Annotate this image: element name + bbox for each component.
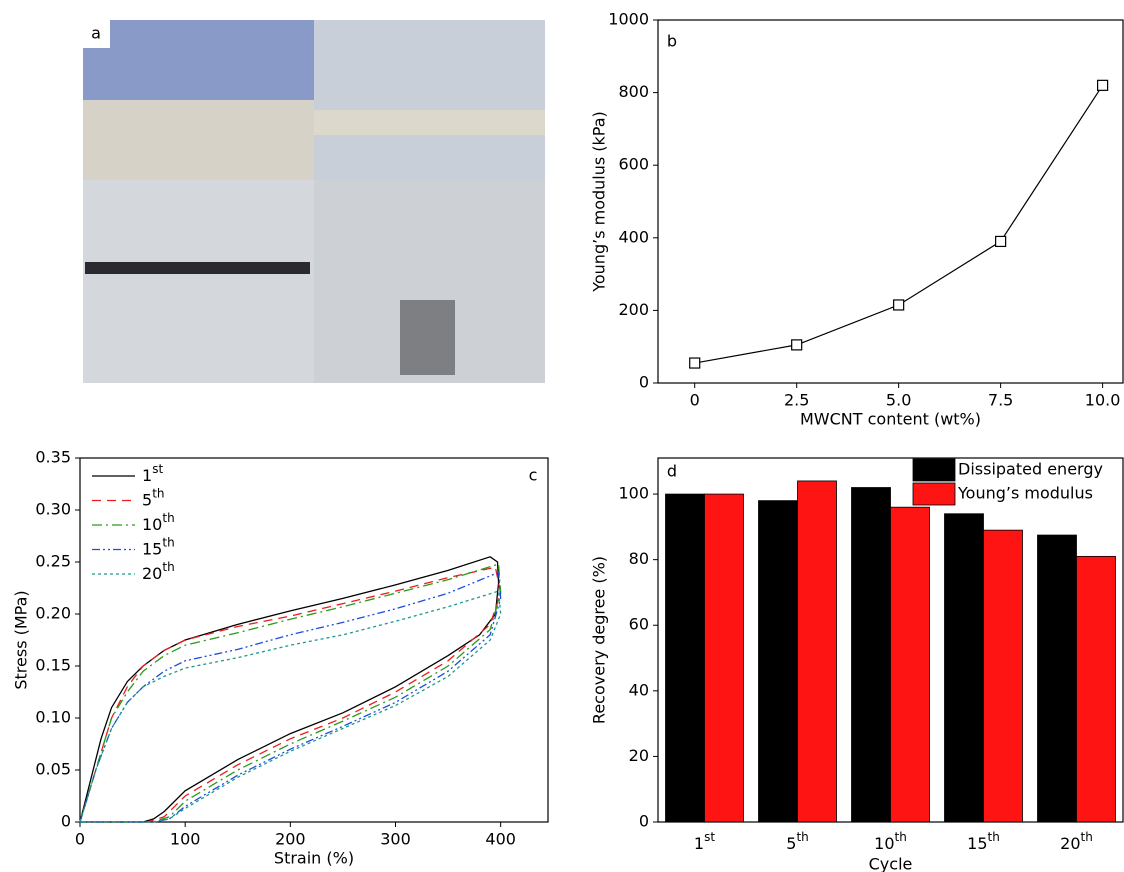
y-axis-label: Stress (MPa) <box>12 590 31 689</box>
legend-label: 1st <box>142 462 163 485</box>
y-tick-label: 600 <box>618 155 649 174</box>
x-axis-label: Strain (%) <box>274 849 354 868</box>
legend-label: 20th <box>142 560 175 583</box>
y-tick-label: 100 <box>618 484 649 503</box>
plot-frame <box>79 457 549 823</box>
x-tick-label: 200 <box>275 830 306 849</box>
photo <box>400 300 455 375</box>
x-tick-label: 100 <box>170 830 201 849</box>
bar <box>758 500 798 823</box>
marker <box>1097 79 1109 91</box>
y-tick-label: 0.15 <box>35 656 71 675</box>
y-tick-label: 0.10 <box>35 708 71 727</box>
legend-swatch <box>912 458 956 482</box>
y-tick-label: 0 <box>639 812 649 831</box>
legend-label: 5th <box>142 486 165 509</box>
x-tick-label: 2.5 <box>784 391 809 410</box>
photo <box>314 110 545 135</box>
data-line <box>79 566 502 823</box>
y-tick-label: 0 <box>639 373 649 392</box>
x-tick-label: 10.0 <box>1085 391 1121 410</box>
panel-label: b <box>667 32 677 51</box>
x-tick-label: 5.0 <box>886 391 911 410</box>
x-axis-label: MWCNT content (wt%) <box>800 410 981 429</box>
bar <box>851 487 891 823</box>
plot-frame <box>657 19 1124 384</box>
y-tick-label: 40 <box>629 680 649 699</box>
x-tick-label: 0 <box>690 391 700 410</box>
x-tick-label: 0 <box>75 830 85 849</box>
x-tick-label: 400 <box>485 830 516 849</box>
x-tick-label: 10th <box>874 830 907 853</box>
y-tick-label: 0.25 <box>35 552 71 571</box>
panel-label: d <box>667 462 677 481</box>
data-line <box>79 571 502 823</box>
photo <box>83 180 314 383</box>
marker <box>893 299 905 311</box>
bar <box>944 513 984 823</box>
x-tick-label: 7.5 <box>988 391 1013 410</box>
legend-label: 15th <box>142 535 175 558</box>
y-tick-label: 400 <box>618 227 649 246</box>
bar <box>665 493 705 823</box>
y-tick-label: 0.05 <box>35 760 71 779</box>
x-tick-label: 5th <box>786 830 809 853</box>
photo <box>85 262 310 274</box>
y-tick-label: 0.30 <box>35 500 71 519</box>
y-tick-label: 60 <box>629 615 649 634</box>
data-line <box>694 85 1104 364</box>
bar <box>704 493 744 823</box>
bar <box>1076 555 1116 823</box>
x-tick-label: 20th <box>1060 830 1093 853</box>
data-line <box>79 590 502 823</box>
y-tick-label: 200 <box>618 300 649 319</box>
x-axis-label: Cycle <box>869 855 913 872</box>
marker <box>995 235 1007 248</box>
bar <box>797 480 837 823</box>
bar <box>1037 534 1077 823</box>
x-tick-label: 15th <box>967 830 1000 853</box>
legend-label: Young’s modulus <box>957 484 1093 503</box>
legend-swatch <box>912 482 956 506</box>
x-tick-label: 1st <box>694 830 715 853</box>
data-line <box>79 556 500 823</box>
panel-label: a <box>91 24 101 43</box>
y-tick-label: 800 <box>618 82 649 101</box>
photo <box>314 20 545 180</box>
y-axis-label: Recovery degree (%) <box>590 556 609 724</box>
bar <box>983 529 1023 823</box>
x-tick-label: 300 <box>380 830 411 849</box>
legend-label: 10th <box>142 511 175 534</box>
bar <box>890 506 930 823</box>
marker <box>791 339 803 351</box>
y-tick-label: 80 <box>629 549 649 568</box>
legend-label: Dissipated energy <box>958 460 1103 479</box>
y-axis-label: Young’s modulus (kPa) <box>590 111 609 293</box>
y-tick-label: 0.35 <box>35 448 71 467</box>
photo-panel <box>83 20 545 383</box>
y-tick-label: 0 <box>61 812 71 831</box>
marker <box>689 357 701 369</box>
label-box <box>83 20 110 48</box>
y-tick-label: 1000 <box>608 10 649 29</box>
panel-label: c <box>529 466 538 485</box>
photo <box>83 100 314 180</box>
y-tick-label: 20 <box>629 746 649 765</box>
data-line <box>79 563 502 823</box>
y-tick-label: 0.20 <box>35 604 71 623</box>
